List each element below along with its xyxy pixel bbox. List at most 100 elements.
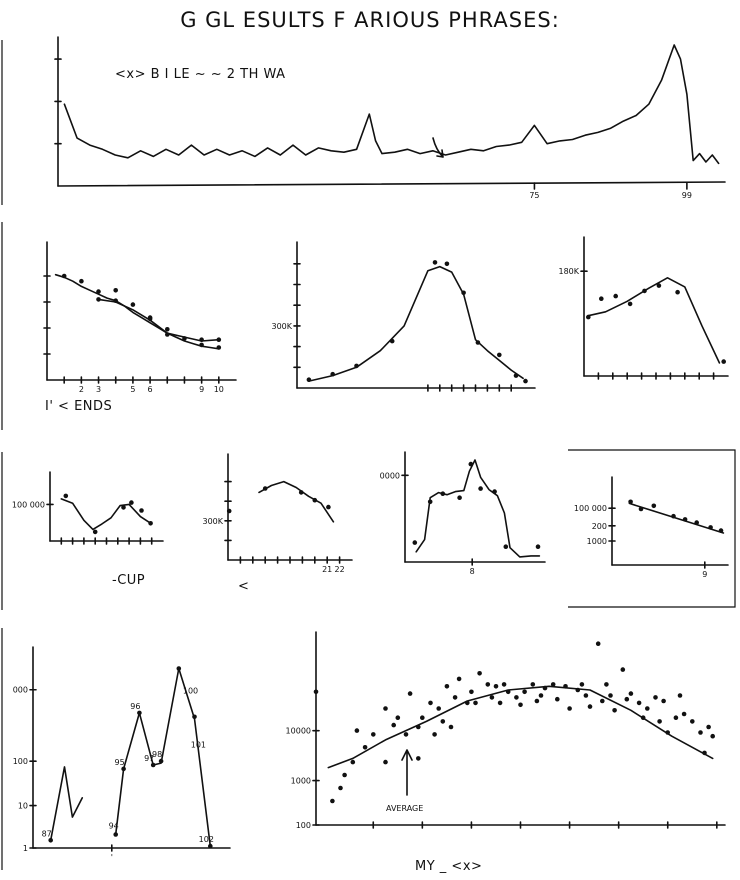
data-point (535, 544, 541, 549)
chart-panel-p8: 9 100 000 200 1000 (574, 476, 729, 579)
data-point (338, 785, 343, 791)
point-label: 101 (191, 741, 206, 750)
x-tick-label: ' (111, 853, 113, 862)
data-point (63, 493, 69, 499)
x-tick-label: 9 (199, 385, 204, 394)
point-label: 102 (199, 835, 214, 844)
data-point (485, 682, 491, 687)
data-point (428, 700, 433, 706)
data-point (550, 682, 556, 687)
data-point (653, 695, 658, 700)
data-point (436, 706, 442, 711)
data-point (542, 685, 548, 691)
data-point (497, 700, 503, 706)
panel-label: <x> B I LE ~ ~ 2 TH WA (115, 67, 286, 82)
data-point (567, 706, 572, 711)
data-point (473, 700, 478, 706)
data-point (638, 506, 644, 512)
y-tick-label: 10000 (286, 727, 311, 736)
data-point (306, 377, 312, 383)
data-point (503, 544, 509, 549)
data-point (628, 499, 633, 505)
x-tick-label: 2 (79, 385, 84, 394)
y-tick-label: 1000 (587, 537, 607, 546)
data-point (444, 261, 450, 267)
y-tick-label: 100 (296, 821, 311, 830)
data-point (613, 293, 618, 299)
x-tick-label: 6 (148, 385, 153, 394)
data-point (262, 486, 268, 491)
data-point (391, 722, 397, 728)
data-point (61, 273, 67, 279)
y-tick-label: 300K (202, 517, 223, 526)
data-point (575, 687, 581, 693)
data-point (165, 327, 170, 332)
data-point (121, 766, 126, 772)
point-label: 100 (183, 687, 198, 696)
data-point (448, 724, 454, 730)
series-line (54, 273, 220, 350)
data-point (523, 378, 528, 384)
data-point (522, 689, 527, 695)
x-tick-label: 8 (470, 567, 475, 576)
series-line (60, 498, 153, 531)
data-point (721, 359, 726, 364)
series-line (114, 667, 212, 847)
y-tick-label: 0000 (380, 471, 400, 480)
data-point (440, 491, 446, 497)
data-point (412, 540, 418, 545)
data-point (79, 278, 84, 284)
x-tick-label: 99 (682, 191, 692, 200)
panel-label: -CUP (112, 573, 145, 588)
chart-panel-p1: 75 99 (54, 36, 726, 200)
panel-label: < (238, 579, 249, 594)
x-tick-label: 22 (335, 565, 345, 574)
data-point (595, 641, 601, 646)
data-point (586, 314, 591, 320)
data-point (199, 337, 204, 343)
data-point (620, 667, 626, 672)
data-point (92, 529, 98, 535)
data-point (513, 373, 519, 378)
y-tick-label: 10 (18, 802, 28, 811)
panel-label: MY _ <x> (415, 859, 482, 874)
data-point (158, 758, 164, 764)
data-point (354, 728, 360, 733)
data-point (150, 762, 156, 768)
data-point (640, 715, 646, 720)
data-point (465, 700, 470, 706)
figure-title: G GL ESULTS F ARIOUS PHRASES: (180, 8, 560, 32)
data-point (665, 730, 670, 735)
data-point (627, 301, 633, 307)
y-tick-label: 000 (13, 686, 28, 695)
data-point (514, 695, 519, 700)
y-tick-label: 100 000 (12, 500, 45, 509)
data-point (416, 756, 421, 761)
x-tick-label: 9 (702, 570, 707, 579)
trend-line (628, 502, 725, 534)
data-point (690, 719, 695, 724)
data-point (354, 363, 359, 369)
data-point (96, 297, 101, 302)
data-point (628, 691, 634, 696)
data-point (469, 689, 474, 695)
data-point (694, 520, 699, 525)
point-label: 96 (130, 702, 140, 711)
data-point (461, 290, 466, 296)
data-point (440, 719, 446, 724)
data-point (407, 691, 413, 696)
chart-panel-p6: 21 22 300K (202, 453, 353, 574)
data-point (350, 759, 356, 765)
data-point (612, 708, 617, 713)
data-point (645, 706, 650, 711)
data-point (121, 505, 126, 510)
data-point (492, 489, 497, 494)
data-point (651, 503, 657, 509)
data-point (427, 499, 433, 505)
y-tick-label: 1000 (291, 777, 311, 786)
data-point (330, 371, 336, 377)
data-point (624, 696, 630, 702)
data-point (389, 338, 395, 344)
